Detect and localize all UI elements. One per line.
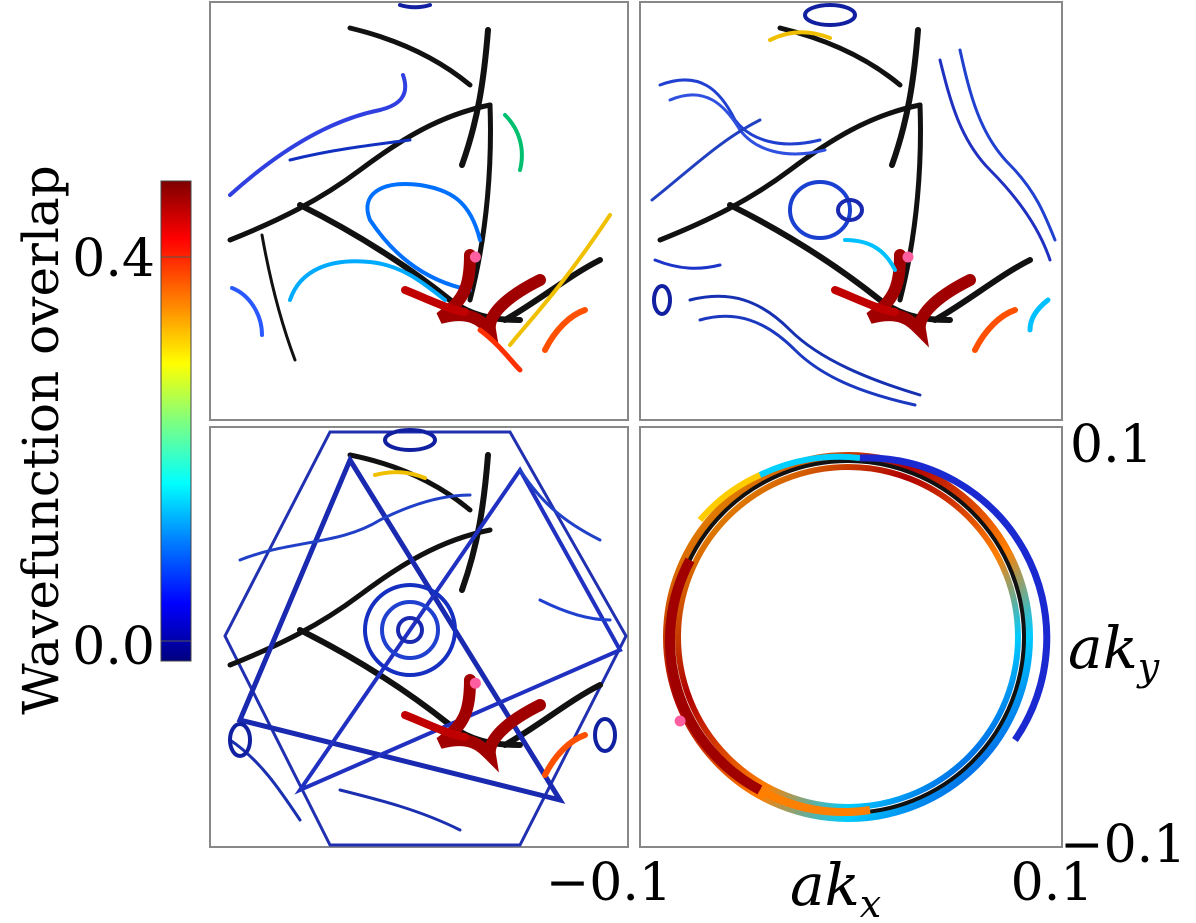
colorbar-tick-label-0.0: 0.0 bbox=[72, 617, 155, 677]
orbit-cyan bbox=[288, 259, 447, 302]
orbit-small-rings bbox=[652, 284, 673, 316]
hexagon-boundary bbox=[223, 430, 628, 847]
orbit-top-vortex bbox=[383, 428, 438, 452]
orbit-tail-3 bbox=[972, 307, 1018, 353]
ring-blue-arc bbox=[859, 454, 1051, 742]
x-axis-label-base: ak bbox=[790, 851, 860, 919]
black-separatrix-b bbox=[889, 27, 921, 168]
red-star-1 bbox=[436, 249, 546, 348]
vortex-ring-1 bbox=[363, 583, 458, 677]
panel-bottom-left bbox=[223, 428, 628, 847]
orbit-band-3 bbox=[228, 738, 302, 822]
y-axis-label-base: ak bbox=[1068, 614, 1138, 682]
orbit-loop-right bbox=[1027, 297, 1051, 333]
orbit-band-8 bbox=[653, 258, 722, 270]
panel-bottom-right bbox=[663, 452, 1051, 822]
ring-yellow-arc bbox=[697, 472, 762, 522]
orbit-right-vortex bbox=[593, 717, 618, 753]
orbit-left-vortex bbox=[228, 722, 253, 758]
vortex-ring-2 bbox=[836, 198, 865, 222]
vortex-ring-3 bbox=[396, 616, 425, 644]
panel-top-left bbox=[227, 3, 612, 373]
panel-top-left-frame bbox=[209, 1, 629, 421]
red-star-3 bbox=[477, 327, 523, 373]
marker-bottom-left bbox=[469, 677, 481, 689]
black-separatrix-g bbox=[502, 682, 603, 748]
x-tick-label-right: 0.1 bbox=[1011, 853, 1094, 913]
black-separatrix-g bbox=[932, 257, 1033, 323]
orbit-tail-3 bbox=[542, 307, 588, 353]
vortex-ring-2 bbox=[380, 600, 441, 660]
red-star-2 bbox=[401, 286, 469, 316]
panel-bottom-right-frame bbox=[639, 426, 1063, 848]
ring-cyan-arc bbox=[758, 453, 861, 478]
black-separatrix-f bbox=[260, 233, 297, 362]
red-star-1 bbox=[866, 249, 976, 348]
black-separatrix-g bbox=[502, 257, 603, 323]
marker-top-left bbox=[469, 251, 481, 263]
orbit-tail-3 bbox=[542, 732, 588, 778]
orbit-colored-top bbox=[373, 470, 427, 480]
black-separatrix-a bbox=[347, 25, 473, 88]
x-axis-label: akx bbox=[790, 851, 881, 923]
colorbar-label: Wavefunction overlap bbox=[12, 165, 70, 715]
black-separatrix-e bbox=[897, 102, 923, 303]
orbit-band-5 bbox=[538, 598, 612, 622]
orbit-band-5 bbox=[958, 48, 1057, 242]
ring-orange-arc bbox=[758, 786, 871, 816]
orbit-cyan-arc bbox=[843, 238, 897, 272]
orbit-tail-1 bbox=[503, 113, 524, 172]
marker-top-right bbox=[902, 251, 914, 263]
vortex-ring-1 bbox=[788, 180, 853, 240]
orbit-band-2 bbox=[518, 468, 602, 542]
colorbar-tick-label-0.4: 0.4 bbox=[72, 229, 155, 289]
y-axis-label: aky bbox=[1068, 614, 1160, 689]
red-star-2 bbox=[401, 711, 469, 741]
orbit-band-7 bbox=[698, 314, 917, 407]
colorbar-bar bbox=[160, 180, 192, 662]
y-tick-label-bottom: −0.1 bbox=[1060, 815, 1186, 875]
orbit-colored-top bbox=[768, 30, 832, 42]
orbit-blue-2 bbox=[288, 138, 412, 162]
red-star-2 bbox=[831, 286, 899, 316]
red-star-1 bbox=[436, 674, 546, 773]
black-separatrix-b bbox=[459, 452, 491, 593]
orbit-band-4 bbox=[338, 788, 462, 832]
black-separatrix-c bbox=[227, 102, 493, 243]
orbit-top-vortex bbox=[803, 3, 858, 27]
black-separatrix-b bbox=[459, 27, 491, 168]
orbit-blue-1 bbox=[228, 73, 408, 197]
orbit-tail-2 bbox=[508, 213, 612, 347]
ring-red-arc bbox=[665, 557, 763, 795]
x-tick-label-left: −0.1 bbox=[546, 853, 672, 913]
x-axis-label-sub: x bbox=[860, 882, 881, 923]
orbit-top-blue bbox=[398, 3, 432, 10]
black-separatrix-e bbox=[467, 102, 493, 303]
orbit-band-3 bbox=[650, 118, 762, 202]
orbit-band-6 bbox=[688, 294, 922, 397]
marker-bottom-right bbox=[674, 715, 686, 727]
panel-top-right bbox=[650, 3, 1057, 407]
orbit-loop bbox=[365, 182, 482, 292]
black-separatrix-c bbox=[657, 102, 923, 243]
y-tick-label-top: 0.1 bbox=[1070, 415, 1153, 475]
y-axis-label-sub: y bbox=[1136, 645, 1160, 689]
orbit-band-1 bbox=[238, 493, 472, 562]
orbit-small bbox=[230, 286, 264, 337]
ring-inner bbox=[675, 464, 1021, 810]
markers bbox=[469, 251, 914, 727]
orbit-band-4 bbox=[938, 58, 1052, 262]
colorbar: 0.4 0.0 Wavefunction overlap bbox=[12, 165, 192, 715]
